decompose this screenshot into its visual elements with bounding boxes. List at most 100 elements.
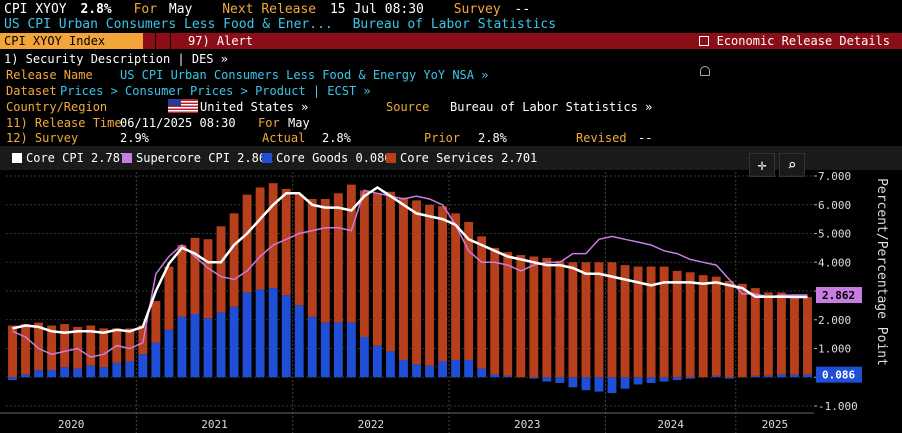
right-value-badge xyxy=(816,287,862,304)
legend-core-cpi[interactable]: Core CPI 2.787 xyxy=(12,151,127,165)
core-services-bar xyxy=(594,262,604,378)
erd-label: Economic Release Details xyxy=(716,34,890,48)
economic-release-details-button[interactable]: Economic Release Details xyxy=(698,33,890,49)
index-field[interactable]: CPI XYOY Index xyxy=(0,33,143,49)
legend-supercore[interactable]: Supercore CPI 2.862 xyxy=(122,151,273,165)
survey-label: Survey xyxy=(453,2,501,17)
divider xyxy=(155,33,156,49)
core-goods-bar xyxy=(190,314,200,378)
core-goods-bar xyxy=(47,370,57,378)
core-services-bar xyxy=(346,184,356,323)
us-flag-icon xyxy=(168,99,198,113)
legend-core-goods-label: Core Goods 0.086 xyxy=(276,151,392,165)
des-link[interactable]: | DES » xyxy=(177,52,228,66)
core-services-bar xyxy=(268,183,278,289)
core-services-bar xyxy=(60,324,70,368)
country-value[interactable]: United States » xyxy=(200,100,309,114)
survey-value-detail: 2.9% xyxy=(120,131,149,145)
core-goods-bar xyxy=(477,368,487,378)
core-goods-bar xyxy=(346,322,356,378)
core-goods-bar xyxy=(255,289,265,378)
core-goods-bar xyxy=(790,374,799,378)
core-services-bar xyxy=(281,188,291,296)
subtitle-line: US CPI Urban Consumers Less Food & Ener.… xyxy=(4,17,556,32)
core-goods-bar xyxy=(724,377,734,379)
release-time-value: 06/11/2025 08:30 xyxy=(120,116,236,130)
header-source: Bureau of Labor Statistics xyxy=(352,17,557,32)
core-goods-bar xyxy=(203,318,213,378)
for-label: For xyxy=(133,2,158,17)
dataset-link[interactable]: Prices > Consumer Prices > Product | ECS… xyxy=(60,84,371,98)
y-tick-label: 1.000 xyxy=(818,343,851,356)
core-goods-bar xyxy=(490,374,500,378)
y-tick-label: 2.000 xyxy=(818,314,851,327)
legend-swatch xyxy=(386,153,396,163)
survey-label-detail: 12) Survey xyxy=(6,131,79,145)
core-services-bar xyxy=(750,288,760,376)
legend-core-goods[interactable]: Core Goods 0.086 xyxy=(262,151,392,165)
x-tick-label: 2020 xyxy=(58,418,85,431)
core-goods-bar xyxy=(268,288,278,378)
core-goods-bar xyxy=(34,370,44,378)
core-services-bar xyxy=(399,197,408,360)
core-services-bar xyxy=(255,187,265,290)
legend-core-services[interactable]: Core Services 2.701 xyxy=(386,151,537,165)
core-services-bar xyxy=(698,275,708,378)
country-label: Country/Region xyxy=(6,100,108,114)
section-header[interactable]: 1) Security Description | DES » xyxy=(0,52,902,66)
crosshair-button[interactable]: ✛ xyxy=(749,153,775,177)
actual-label: Actual xyxy=(262,131,306,145)
for-month: May xyxy=(168,2,193,17)
core-goods-bar xyxy=(542,377,552,382)
core-goods-bar xyxy=(125,361,135,378)
core-services-bar xyxy=(477,236,487,369)
core-goods-bar xyxy=(568,377,578,388)
core-goods-bar xyxy=(8,377,17,381)
core-goods-bar xyxy=(685,377,695,379)
core-goods-bar xyxy=(229,306,239,378)
alert-button[interactable]: 97) Alert xyxy=(188,34,254,48)
core-goods-bar xyxy=(529,377,539,379)
y-axis-label: Percent/Percentage Point xyxy=(874,178,889,366)
prior-value: 2.8% xyxy=(478,131,507,145)
zoom-icon: ⌕ xyxy=(787,156,797,174)
bell-icon[interactable] xyxy=(700,66,710,76)
core-goods-bar xyxy=(177,316,187,378)
core-services-bar xyxy=(386,191,395,352)
external-link-icon xyxy=(698,36,709,46)
core-goods-bar xyxy=(164,329,174,378)
survey-value: -- xyxy=(514,2,531,17)
core-services-bar xyxy=(803,297,812,375)
chart[interactable]: 7.0006.0005.0004.0003.0002.0001.0000.000… xyxy=(0,172,902,433)
core-services-bar xyxy=(542,257,552,378)
for-value-detail: May xyxy=(288,116,310,130)
core-goods-bar xyxy=(711,375,721,378)
core-services-bar xyxy=(711,276,721,376)
core-services-bar xyxy=(307,199,317,317)
core-services-bar xyxy=(8,325,17,378)
core-services-bar xyxy=(190,237,200,314)
core-goods-bar xyxy=(438,361,448,378)
y-tick-label: 6.000 xyxy=(818,199,851,212)
core-goods-bar xyxy=(425,365,434,378)
core-services-bar xyxy=(568,262,578,378)
subtitle: US CPI Urban Consumers Less Food & Ener.… xyxy=(4,17,333,32)
legend-swatch xyxy=(262,153,272,163)
core-services-bar xyxy=(438,206,448,362)
divider xyxy=(170,33,171,49)
source-value[interactable]: Bureau of Labor Statistics » xyxy=(450,100,653,114)
release-name-link[interactable]: US CPI Urban Consumers Less Food & Energ… xyxy=(120,68,489,82)
core-goods-bar xyxy=(151,342,161,378)
core-goods-bar xyxy=(294,305,304,378)
core-goods-bar xyxy=(646,377,656,383)
core-goods-bar xyxy=(607,377,617,394)
core-services-bar xyxy=(607,262,617,378)
security-desc-label: 1) Security Description xyxy=(4,52,171,66)
core-goods-bar xyxy=(320,322,330,378)
actual-value: 2.8% xyxy=(322,131,351,145)
core-goods-bar xyxy=(99,367,109,378)
core-services-bar xyxy=(737,283,747,378)
ticker[interactable]: CPI XYOY xyxy=(4,2,67,17)
core-goods-bar xyxy=(242,292,252,378)
core-services-bar xyxy=(790,295,799,375)
